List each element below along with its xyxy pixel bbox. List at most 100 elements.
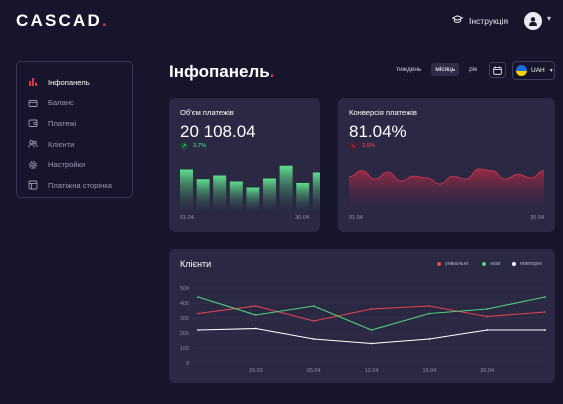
- arrow-up-right-icon: ↗: [180, 142, 188, 150]
- y-tick-label: 200: [180, 331, 189, 337]
- y-tick-label: 300: [180, 316, 189, 322]
- period-month[interactable]: місяць: [431, 63, 460, 76]
- legend-label: повторні: [520, 261, 542, 267]
- period-selector: тиждень місяць рік: [392, 63, 481, 76]
- change-value: 3.5%: [362, 143, 376, 149]
- currency-value: UAH: [531, 67, 545, 74]
- wallet-icon: [28, 118, 38, 128]
- payments-volume-card: Об'єм платежів 20 108.04 ↗ 3.7% 01.04 30…: [169, 98, 320, 232]
- currency-select[interactable]: UAH ▾: [512, 61, 555, 80]
- avatar[interactable]: [524, 12, 542, 30]
- data-point: [312, 305, 315, 307]
- chevron-down-icon: ▾: [549, 68, 553, 74]
- graduation-cap-icon: [451, 15, 464, 26]
- period-year[interactable]: рік: [469, 66, 478, 73]
- sidebar: Інфопанель Баланс Платежі Клієнти Настро…: [16, 61, 133, 198]
- start-date: 01.04: [349, 215, 363, 221]
- users-icon: [28, 139, 38, 149]
- card-title: Об'єм платежів: [180, 108, 234, 117]
- calendar-icon: [493, 66, 502, 75]
- start-date: 01.04: [180, 215, 194, 221]
- change-badge: ↘ 3.5%: [349, 142, 375, 150]
- data-point: [486, 329, 489, 331]
- payment-bar: [279, 165, 293, 213]
- data-point: [197, 329, 199, 331]
- legend-dot: [482, 262, 486, 266]
- card-value: 20 108.04: [180, 122, 256, 141]
- sidebar-item-dashboard[interactable]: Інфопанель: [17, 72, 132, 93]
- x-tick-label: 12.04: [365, 368, 379, 374]
- data-point: [254, 327, 257, 330]
- x-tick-label: 26.04: [480, 368, 494, 374]
- conversion-line: [348, 168, 545, 185]
- change-badge: ↗ 3.7%: [180, 142, 206, 150]
- data-point: [428, 312, 431, 315]
- sidebar-item-label: Платежі: [48, 118, 77, 128]
- chevron-down-icon[interactable]: ▾: [547, 14, 552, 23]
- sidebar-item-payments[interactable]: Платежі: [17, 113, 132, 134]
- data-point: [544, 329, 546, 331]
- legend-new: нові: [482, 261, 500, 267]
- end-date: 30.04: [295, 215, 309, 221]
- sidebar-item-label: Баланс: [48, 98, 74, 108]
- data-point: [544, 296, 546, 298]
- payment-bar: [246, 187, 260, 213]
- payment-bar: [213, 175, 227, 213]
- page-title: Інфопанель.: [169, 62, 274, 82]
- data-point: [312, 320, 315, 322]
- y-tick-label: 500: [180, 286, 189, 292]
- data-point: [370, 342, 373, 345]
- guide-link[interactable]: Інструкція: [451, 15, 509, 26]
- payments-conversion-card: Конверсія платежів 81.04% ↘ 3.5% 01.04 3…: [338, 98, 555, 232]
- payment-bar: [312, 172, 320, 213]
- legend-label: нові: [490, 261, 501, 267]
- arrow-down-right-icon: ↘: [349, 142, 357, 150]
- payment-bar: [296, 183, 310, 213]
- x-tick-label: 19.04: [422, 368, 436, 374]
- sidebar-item-payment-page[interactable]: Платіжна сторінка: [17, 175, 132, 196]
- payment-bar: [229, 181, 243, 213]
- legend-dot: [437, 262, 441, 266]
- conversion-area: [349, 169, 544, 214]
- data-point: [486, 308, 489, 310]
- payment-bar: [263, 178, 276, 213]
- page-title-dot: .: [269, 62, 275, 81]
- data-point: [486, 315, 489, 318]
- card-title: Клієнти: [180, 259, 212, 269]
- calendar-button[interactable]: [489, 62, 506, 78]
- x-tick-label: 29.03: [249, 368, 263, 374]
- data-point: [197, 312, 199, 315]
- x-tick-label: 05.04: [307, 368, 321, 374]
- legend-label: унікальні: [445, 261, 468, 267]
- change-value: 3.7%: [193, 143, 207, 149]
- sidebar-item-label: Платіжна сторінка: [48, 180, 112, 190]
- legend-unique: унікальні: [437, 261, 468, 267]
- gear-icon: [28, 160, 38, 170]
- data-point: [254, 305, 257, 307]
- legend-repeat: повторні: [512, 261, 542, 267]
- data-point: [428, 305, 431, 307]
- payment-bar: [196, 179, 210, 213]
- sidebar-item-label: Клієнти: [48, 139, 75, 149]
- user-icon: [529, 17, 537, 26]
- data-point: [370, 329, 373, 331]
- ukraine-flag-icon: [516, 65, 527, 76]
- sidebar-item-balance[interactable]: Баланс: [17, 93, 132, 114]
- y-tick-label: 400: [180, 301, 189, 307]
- y-tick-label: 0: [186, 361, 189, 367]
- payment-bar: [180, 169, 193, 213]
- y-tick-label: 100: [180, 346, 189, 352]
- bank-icon: [28, 98, 38, 108]
- guide-label: Інструкція: [469, 15, 509, 26]
- logo[interactable]: CASCAD.: [16, 11, 109, 31]
- sidebar-item-settings[interactable]: Настройки: [17, 154, 132, 175]
- period-week[interactable]: тиждень: [396, 66, 422, 73]
- card-value: 81.04%: [349, 122, 407, 141]
- data-point: [312, 338, 315, 340]
- payments-bar-chart: [180, 165, 320, 213]
- sidebar-item-clients[interactable]: Клієнти: [17, 134, 132, 155]
- page-title-text: Інфопанель: [169, 62, 270, 81]
- sidebar-item-label: Настройки: [48, 160, 86, 170]
- data-point: [544, 311, 546, 313]
- data-point: [197, 296, 199, 298]
